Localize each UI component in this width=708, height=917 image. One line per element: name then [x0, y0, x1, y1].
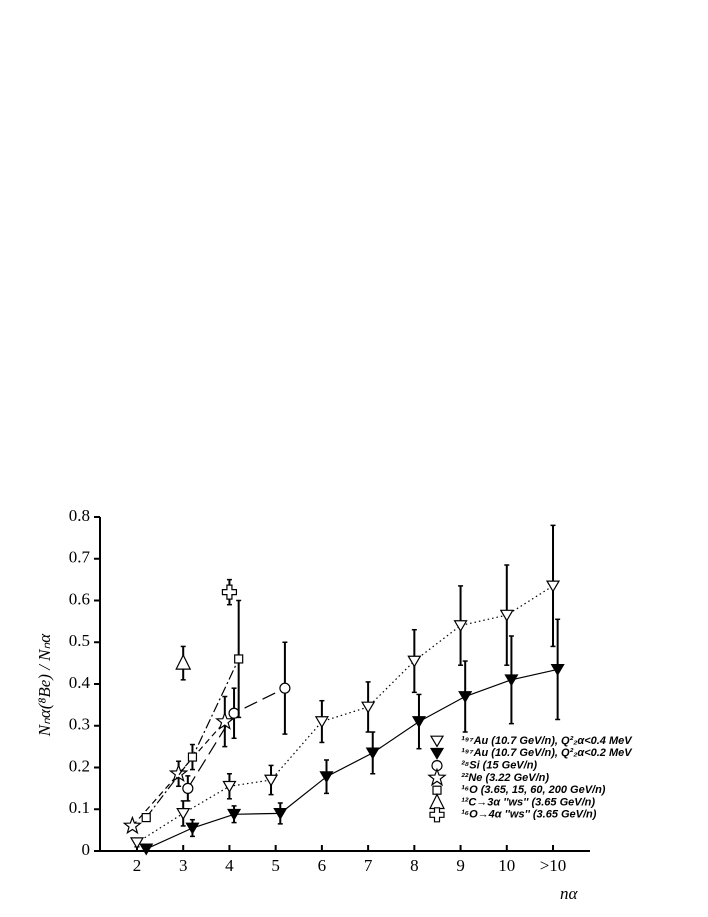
series-line	[145, 668, 558, 850]
data-point	[168, 763, 189, 783]
legend-label: ²²Ne (3.22 GeV/n)	[461, 772, 549, 784]
data-point	[550, 663, 565, 676]
data-point	[227, 808, 242, 821]
legend-label: ¹⁹⁷Au (10.7 GeV/n), Q²₂α<0.2 MeV	[461, 747, 633, 759]
series-line	[136, 585, 554, 844]
data-point	[222, 780, 237, 793]
data-point	[215, 711, 235, 730]
legend-marker	[429, 807, 445, 823]
legend-marker	[427, 767, 447, 787]
y-tick-label: 0.1	[69, 798, 90, 817]
x-axis-label: nα	[560, 884, 579, 903]
data-point	[234, 654, 244, 664]
y-tick-label: 0.8	[69, 506, 90, 525]
y-tick-label: 0.3	[69, 715, 90, 734]
y-tick-label: 0.7	[69, 548, 91, 567]
x-tick-label: 2	[133, 856, 142, 875]
data-point	[182, 782, 194, 794]
x-tick-label: 3	[179, 856, 188, 875]
data-point	[187, 752, 198, 762]
data-point	[122, 815, 143, 835]
data-point	[407, 655, 422, 668]
data-point	[504, 674, 519, 687]
data-point	[453, 620, 468, 633]
data-point	[458, 691, 473, 704]
x-tick-label: >10	[540, 856, 567, 875]
legend-marker	[432, 785, 442, 795]
data-point	[314, 716, 329, 729]
x-tick-label: 6	[318, 856, 327, 875]
data-point	[411, 716, 427, 729]
legend-label: ¹⁹⁷Au (10.7 GeV/n), Q²₂α<0.4 MeV	[461, 735, 633, 747]
x-tick-label: 4	[225, 856, 234, 875]
data-point	[139, 843, 154, 856]
data-point	[279, 682, 291, 694]
legend-label: ¹²C→3α ''ws'' (3.65 GeV/n)	[461, 796, 595, 808]
legend-label: ²⁸Si (15 GeV/n)	[461, 760, 537, 772]
legend-marker	[429, 747, 445, 760]
data-point	[545, 580, 561, 593]
data-point	[499, 609, 514, 622]
data-point	[319, 771, 334, 784]
x-tick-label: 8	[410, 856, 419, 875]
y-axis-label: Nₙα(⁸Be) / Nₙα	[35, 633, 54, 738]
data-point	[185, 822, 200, 835]
legend-label: ¹⁶O (3.65, 15, 60, 200 GeV/n)	[461, 784, 606, 796]
series-line	[131, 721, 226, 827]
data-point	[263, 774, 279, 787]
y-tick-label: 0.6	[69, 589, 90, 608]
legend-label: ¹⁶O→4α ''ws'' (3.65 GeV/n)	[461, 809, 597, 821]
x-tick-label: 7	[364, 856, 373, 875]
data-point	[273, 808, 288, 821]
x-tick-label: 9	[456, 856, 465, 875]
data-point	[365, 747, 380, 760]
y-tick-label: 0.2	[69, 756, 90, 775]
x-tick-label: 10	[498, 856, 515, 875]
x-tick-label: 5	[271, 856, 280, 875]
data-point	[221, 584, 238, 600]
y-tick-label: 0	[82, 840, 91, 859]
legend-marker	[429, 735, 445, 748]
data-point	[141, 812, 151, 823]
data-point	[129, 837, 145, 850]
data-point	[176, 808, 191, 821]
y-tick-label: 0.4	[69, 673, 91, 692]
data-point	[361, 701, 376, 714]
data-point	[175, 653, 192, 670]
y-tick-label: 0.5	[69, 631, 90, 650]
